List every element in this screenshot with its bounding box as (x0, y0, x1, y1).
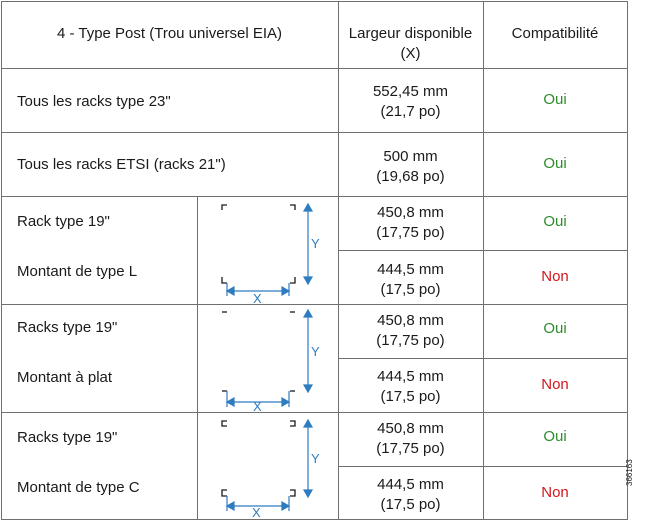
width-po: (17,75 po) (376, 332, 445, 349)
compat-value: Non (541, 484, 569, 501)
row-label: Tous les racks ETSI (racks 21") (17, 156, 226, 173)
compat-value: Non (541, 268, 569, 285)
compat-value: Oui (543, 428, 567, 445)
table-border (627, 1, 628, 520)
rack-label: Racks type 19" (17, 319, 118, 336)
row-width: 450,8 mm (17,75 po) (338, 203, 483, 243)
post-top-left (221, 420, 227, 427)
rack-label: Racks type 19" (17, 429, 118, 446)
arrow-head (225, 285, 235, 297)
post-bottom-left (221, 277, 227, 284)
l-post-rack-diagram: X Y (221, 202, 320, 306)
montant-label: Montant à plat (17, 369, 113, 386)
x-label: X (252, 505, 261, 520)
montant-label: Montant de type L (17, 263, 138, 280)
width-mm: 444,5 mm (377, 368, 444, 385)
arrow-head (302, 384, 314, 394)
table-border (1, 132, 628, 133)
post-top-right (290, 204, 296, 210)
row-width: 552,45 mm (21,7 po) (338, 82, 483, 122)
y-label: Y (311, 236, 320, 251)
arrow-head (302, 202, 314, 212)
arrow-head (225, 396, 235, 408)
table-border (338, 1, 339, 520)
width-po: (17,75 po) (376, 440, 445, 457)
row-width: 444,5 mm (17,5 po) (338, 475, 483, 515)
width-mm: 552,45 mm (372, 83, 449, 100)
post-bottom-left (221, 489, 227, 497)
width-mm: 450,8 mm (377, 204, 444, 221)
header-type-post: 4 - Type Post (Trou universel EIA) (56, 25, 283, 42)
post-top-right (290, 420, 296, 427)
figure-id: 366163 (625, 459, 634, 486)
compat-value: Oui (543, 155, 567, 172)
row-width: 500 mm (19,68 po) (338, 147, 483, 187)
arrow-head (225, 500, 235, 512)
table-border (1, 68, 628, 69)
row-width: 450,8 mm (17,75 po) (338, 311, 483, 351)
header-largeur: Largeur disponible (X) (338, 24, 483, 64)
post-top-left (221, 204, 227, 210)
arrow-head (302, 489, 314, 499)
arrow-head (281, 396, 291, 408)
row-width: 450,8 mm (17,75 po) (338, 419, 483, 459)
width-mm: 450,8 mm (377, 420, 444, 437)
width-po: (17,5 po) (380, 388, 441, 405)
header-largeur-line2: (X) (400, 45, 421, 62)
post-outline (222, 311, 295, 392)
table-border (1, 412, 628, 413)
compat-value: Oui (543, 320, 567, 337)
y-label: Y (311, 344, 320, 359)
post-bottom-right (290, 489, 296, 497)
arrow-head (302, 308, 314, 318)
width-po: (21,7 po) (380, 103, 441, 120)
flat-post-rack-diagram: X Y (222, 308, 320, 414)
width-mm: 450,8 mm (377, 312, 444, 329)
table-border (1, 1, 2, 520)
width-po: (17,75 po) (376, 224, 445, 241)
arrow-head (302, 276, 314, 286)
post-outline (221, 204, 296, 284)
header-compatibilite: Compatibilité (511, 25, 599, 42)
width-po: (17,5 po) (380, 281, 441, 298)
post-outline (221, 420, 296, 497)
header-largeur-line1: Largeur disponible (348, 25, 473, 42)
post-bottom-right (290, 277, 296, 284)
width-po: (19,68 po) (376, 168, 445, 185)
table-border (483, 1, 484, 520)
row-label: Tous les racks type 23" (17, 93, 171, 110)
y-label: Y (311, 451, 320, 466)
montant-label: Montant de type C (17, 479, 140, 496)
rack-label: Rack type 19" (17, 213, 110, 230)
x-label: X (253, 399, 262, 414)
table-border (1, 304, 628, 305)
arrow-head (302, 418, 314, 428)
table-border (1, 519, 628, 520)
row-width: 444,5 mm (17,5 po) (338, 367, 483, 407)
c-post-rack-diagram: X Y (221, 418, 320, 520)
arrow-head (281, 285, 291, 297)
arrow-head (281, 500, 291, 512)
table-border (1, 196, 628, 197)
compat-value: Non (541, 376, 569, 393)
compat-value: Oui (543, 91, 567, 108)
width-mm: 444,5 mm (377, 476, 444, 493)
width-po: (17,5 po) (380, 496, 441, 513)
row-width: 444,5 mm (17,5 po) (338, 260, 483, 300)
x-label: X (253, 291, 262, 306)
table-divider (197, 196, 198, 520)
compat-value: Oui (543, 213, 567, 230)
width-mm: 500 mm (383, 148, 438, 165)
width-mm: 444,5 mm (377, 261, 444, 278)
table-border (1, 1, 628, 2)
